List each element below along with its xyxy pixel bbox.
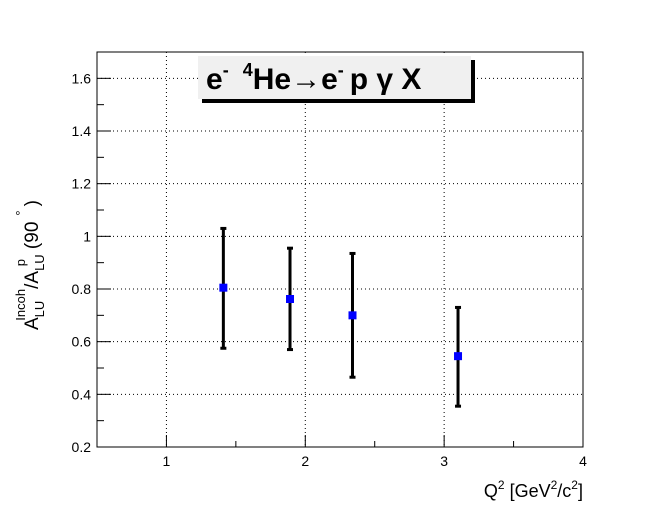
ylabel-paren-open: (90: [22, 222, 43, 249]
ylabel-a1: A: [22, 317, 43, 330]
x-axis-label: Q2 [GeV2/c2]: [484, 478, 583, 501]
title-minus1: -: [223, 60, 229, 80]
title-arrow: →: [291, 63, 321, 96]
y-tick-labels: 0.2 0.4 0.6 0.8 1 1.2 1.4 1.6: [72, 70, 92, 455]
y-tick-label: 1.6: [72, 70, 92, 86]
title-box: e- 4He→e-p γ X: [198, 56, 475, 103]
y-tick-label: 0.8: [72, 281, 92, 297]
title-box-fill: [198, 56, 471, 99]
ylabel-paren-close: ): [22, 200, 43, 206]
plot-frame: [96, 51, 584, 448]
x-tick-label: 3: [440, 453, 448, 469]
ylabel-slash: /A: [22, 271, 43, 289]
x-tick-labels: 1 2 3 4: [163, 453, 588, 469]
title-mass-number: 4: [243, 60, 253, 80]
y-tick-label: 1.4: [72, 123, 92, 139]
title-e1: e: [206, 63, 223, 96]
title-he: He: [253, 63, 291, 96]
xlabel-q: Q: [484, 481, 498, 501]
xlabel-sup2: 2: [551, 478, 558, 492]
chart-title: e- 4He→e-p γ X: [206, 60, 421, 96]
x-tick-label: 1: [163, 453, 171, 469]
xlabel-mid: /c: [557, 481, 571, 501]
y-tick-label: 1.2: [72, 176, 92, 192]
data-point: [219, 283, 228, 292]
xlabel-close: ]: [578, 481, 583, 501]
title-minus2: -: [338, 60, 344, 80]
y-tick-label: 1: [83, 228, 91, 244]
ylabel-sub1: LU: [32, 301, 47, 318]
data-point: [348, 311, 357, 320]
x-tick-label: 2: [301, 453, 309, 469]
title-e2: e: [321, 63, 338, 96]
ylabel-sup1: Incoh: [13, 289, 28, 321]
y-tick-label: 0.2: [72, 439, 92, 455]
y-tick-label: 0.4: [72, 386, 92, 402]
ylabel-sup2: p: [13, 259, 28, 266]
title-rest: p γ X: [350, 63, 422, 96]
data-marks: [219, 226, 463, 408]
data-point: [454, 352, 463, 361]
xlabel-sup1: 2: [498, 478, 505, 492]
ylabel-degree: °: [13, 210, 28, 215]
data-point: [286, 295, 295, 304]
x-tick-label: 4: [579, 453, 587, 469]
y-axis-label: ALUIncoh/ALUp(90°): [13, 200, 47, 330]
xlabel-open: [GeV: [510, 481, 551, 501]
ylabel-sub2: LU: [32, 254, 47, 271]
y-tick-label: 0.6: [72, 334, 92, 350]
xlabel-sup3: 2: [571, 478, 578, 492]
